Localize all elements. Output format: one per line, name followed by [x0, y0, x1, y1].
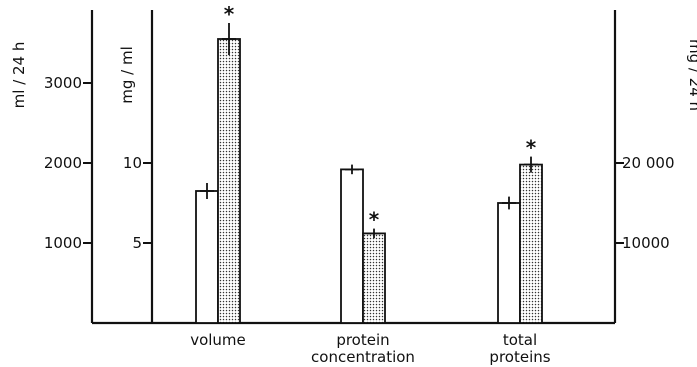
left1-tick-label: 2000 [44, 154, 82, 172]
dotted-bar [217, 38, 241, 324]
significance-marker: * [369, 208, 380, 232]
category-label: volume [190, 331, 246, 349]
left1-tick-label: 1000 [44, 234, 82, 252]
category-label: total [503, 331, 537, 349]
left-axis-2-title: mg / ml [118, 46, 136, 104]
right-tick-label: 20 000 [622, 154, 675, 172]
category-label: proteins [489, 348, 550, 366]
open-bar [497, 202, 521, 324]
significance-marker: * [224, 2, 235, 26]
dotted-bar [519, 163, 543, 324]
right-axis-title: mg / 24 h [686, 39, 697, 111]
left1-tick-label: 3000 [44, 74, 82, 92]
significance-marker: * [526, 136, 537, 160]
open-bar [195, 190, 219, 324]
left2-tick-label: 10 [123, 154, 142, 172]
right-tick-label: 10000 [622, 234, 670, 252]
left2-tick-label: 5 [132, 234, 142, 252]
category-label: protein [336, 331, 389, 349]
left-axis-1-title: ml / 24 h [10, 42, 28, 109]
category-label: concentration [311, 348, 415, 366]
open-bar [340, 168, 364, 324]
dotted-bar [362, 232, 386, 324]
